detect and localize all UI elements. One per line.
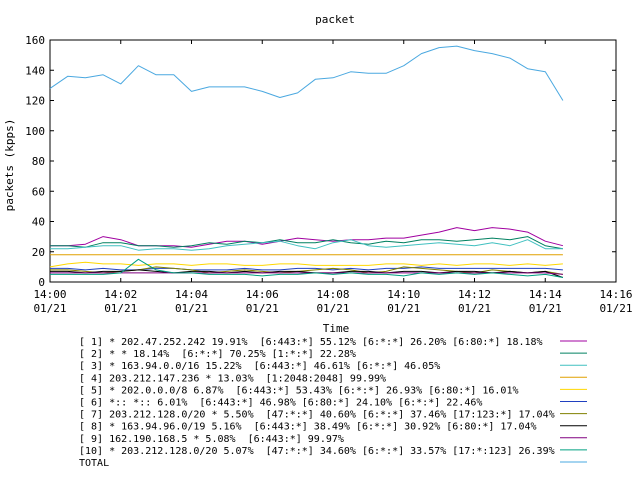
legend-entry-label: TOTAL [79, 458, 109, 469]
x-tick-time-label: 14:04 [175, 288, 208, 301]
chart-title: packet [315, 13, 355, 26]
series-line-11 [49, 45, 564, 101]
legend-entry-label: [ 5] * 202.0.0.0/8 6.87% [6:443:*] 53.43… [79, 385, 519, 396]
series-line-8 [50, 269, 564, 278]
y-tick-label: 140 [25, 64, 45, 77]
x-tick-time-label: 14:16 [599, 288, 632, 301]
legend-entry-label: [ 4] 203.212.147.236 * 13.03% [1:2048:20… [79, 373, 386, 384]
legend-entry-label: [ 7] 203.212.128.0/20 * 5.50% [47:*:*] 4… [79, 410, 555, 421]
legend-entry-label: [ 8] * 163.94.96.0/19 5.16% [6:443:*] 38… [79, 422, 537, 433]
y-tick-label: 120 [25, 95, 45, 108]
x-tick-time-label: 14:12 [458, 288, 491, 301]
x-tick-time-label: 14:14 [529, 288, 562, 301]
legend-entry-label: [ 6] *:: *:: 6.01% [6:443:*] 46.98% [6:8… [79, 398, 482, 409]
legend-entry-label: [ 1] * 202.47.252.242 19.91% [6:443:*] 5… [79, 337, 543, 348]
x-tick-date-label: 01/21 [104, 302, 137, 315]
series-lines [49, 45, 564, 278]
x-axis-ticks: 14:0001/2114:0201/2114:0401/2114:0601/21… [33, 40, 633, 315]
x-axis-label: Time [323, 322, 350, 335]
y-axis-label: packets (kpps) [3, 119, 16, 212]
x-tick-time-label: 14:06 [246, 288, 279, 301]
x-tick-date-label: 01/21 [458, 302, 491, 315]
series-line-5 [49, 261, 563, 268]
x-tick-date-label: 01/21 [599, 302, 632, 315]
x-tick-time-label: 14:02 [104, 288, 137, 301]
x-tick-time-label: 14:10 [387, 288, 420, 301]
x-tick-time-label: 14:08 [316, 288, 349, 301]
legend: [ 1] * 202.47.252.242 19.91% [6:443:*] 5… [79, 337, 587, 469]
y-tick-label: 80 [32, 155, 45, 168]
y-tick-label: 0 [38, 276, 45, 289]
y-tick-label: 60 [32, 185, 45, 198]
legend-entry-label: [ 2] * * 18.14% [6:*:*] 70.25% [1:*:*] 2… [79, 349, 356, 360]
x-tick-date-label: 01/21 [529, 302, 562, 315]
legend-entry-label: [ 9] 162.190.168.5 * 5.08% [6:443:*] 99.… [79, 434, 344, 445]
series-line-9 [50, 272, 563, 275]
series-line-2 [50, 236, 563, 250]
plot-frame [49, 39, 617, 283]
legend-entry-label: [10] * 203.212.128.0/20 5.07% [47:*:*] 3… [79, 446, 555, 457]
x-tick-date-label: 01/21 [175, 302, 208, 315]
y-tick-label: 160 [25, 34, 45, 47]
y-axis-ticks: 0 20 40 60 80 100 120 140 160 [25, 34, 616, 289]
y-tick-label: 100 [25, 125, 45, 138]
series-line-3 [50, 239, 563, 251]
x-tick-date-label: 01/21 [246, 302, 279, 315]
legend-entry-label: [ 3] * 163.94.0.0/16 15.22% [6:443:*] 46… [79, 361, 440, 372]
x-tick-time-label: 14:00 [33, 288, 66, 301]
x-tick-date-label: 01/21 [387, 302, 420, 315]
x-tick-date-label: 01/21 [316, 302, 349, 315]
y-tick-label: 20 [32, 246, 45, 259]
x-tick-date-label: 01/21 [33, 302, 66, 315]
y-tick-label: 40 [32, 216, 45, 229]
series-line-10 [50, 258, 563, 278]
